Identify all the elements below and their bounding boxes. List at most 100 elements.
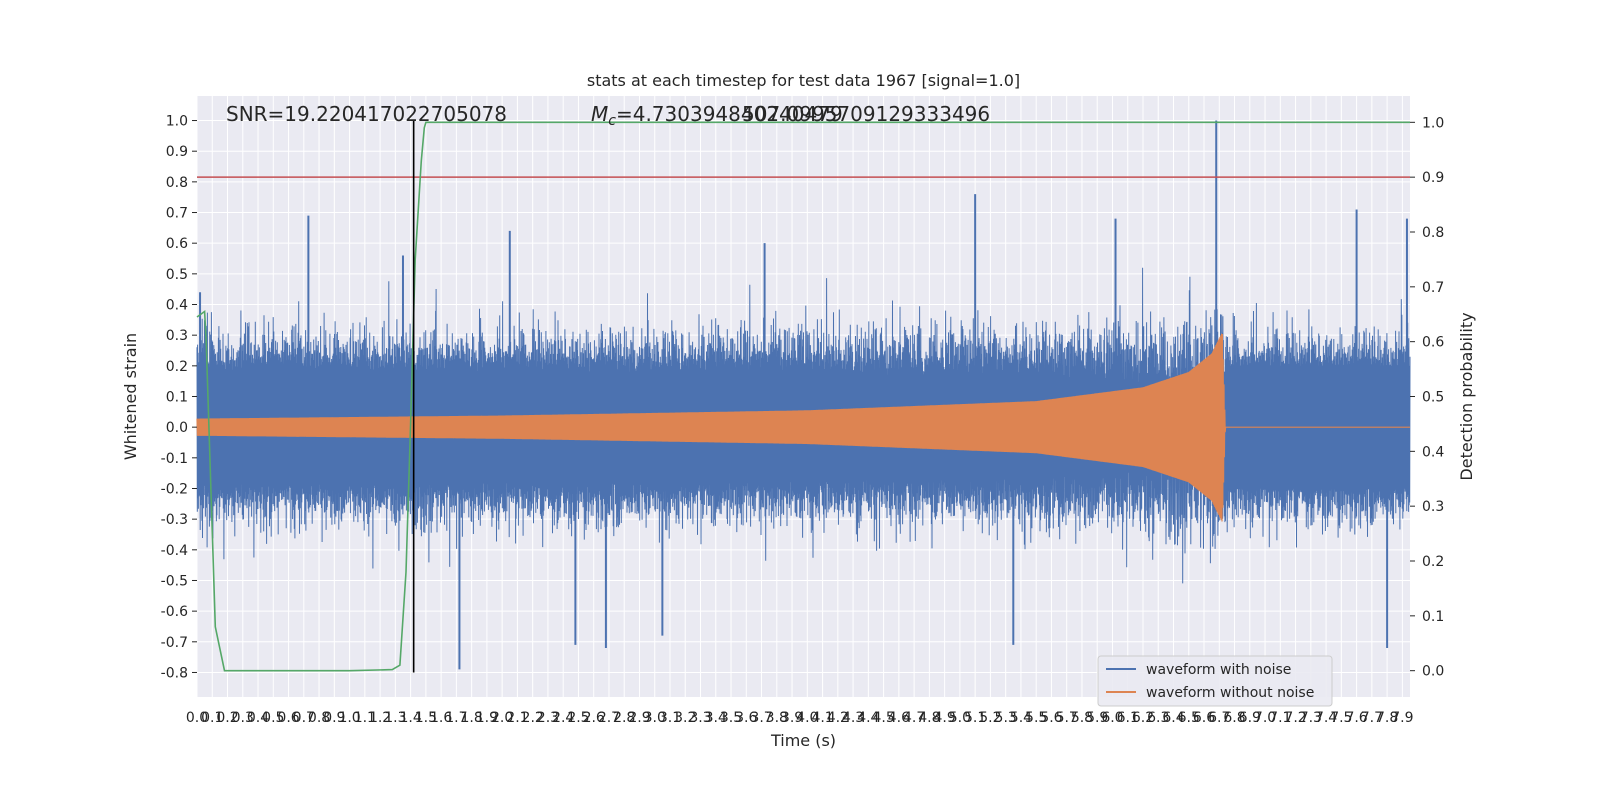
x-tick-label: 0.4 (247, 710, 269, 726)
x-tick-label: 7.8 (1376, 710, 1398, 726)
legend-box (1097, 655, 1333, 707)
y2-tick-label: 0.7 (1422, 280, 1444, 296)
x-tick-label: 6.7 (1208, 710, 1230, 726)
x-tick-label: 1.8 (461, 710, 483, 726)
y-tick-label: -0.5 (161, 573, 188, 589)
x-tick-label: 7.0 (1254, 710, 1276, 726)
y-tick-label: 0.4 (166, 298, 188, 314)
x-tick-label: 7.7 (1361, 710, 1383, 726)
mc-annotation: Mc=4.730394840240479 (591, 102, 843, 129)
x-tick-label: 5.3 (995, 710, 1017, 726)
y-tick-label: 0.5 (166, 267, 188, 283)
y2-tick-label: 0.5 (1422, 390, 1444, 406)
x-tick-label: 7.9 (1391, 710, 1413, 726)
series-layer (196, 120, 1411, 673)
x-tick-label: 5.5 (1025, 710, 1047, 726)
x-tick-label: 2.0 (491, 710, 513, 726)
y-tick-label: -0.4 (161, 543, 188, 559)
x-tick-label: 2.7 (598, 710, 620, 726)
x-tick-label: 1.0 (338, 710, 360, 726)
x-tick-label: 6.8 (1223, 710, 1245, 726)
x-tick-label: 5.0 (949, 710, 971, 726)
mc-overlap-annotation: 507.0995709129333496 (742, 102, 990, 126)
x-tick-label: 3.6 (735, 710, 757, 726)
x-tick-label: 0.5 (262, 710, 284, 726)
y-tick-label: 0.1 (166, 390, 188, 406)
x-tick-label: 0.9 (323, 710, 345, 726)
x-tick-label: 2.8 (613, 710, 635, 726)
x-tick-label: 3.5 (720, 710, 742, 726)
y2-tick-label: 0.1 (1422, 609, 1444, 625)
x-tick-label: 2.4 (552, 710, 574, 726)
y2-tick-label: 0.6 (1422, 335, 1444, 351)
mc-subscript: c (608, 113, 616, 129)
y-axis-label: Whitened strain (121, 333, 140, 460)
y-tick-label: 0.0 (166, 420, 188, 436)
x-tick-label: 1.3 (384, 710, 406, 726)
x-tick-label: 2.6 (583, 710, 605, 726)
x-tick-label: 2.1 (506, 710, 528, 726)
y-tick-label: 0.9 (166, 144, 188, 160)
x-tick-label: 6.0 (1101, 710, 1123, 726)
x-tick-label: 6.9 (1239, 710, 1261, 726)
x-tick-label: 6.6 (1193, 710, 1215, 726)
x-axis-label: Time (s) (770, 731, 836, 750)
x-tick-label: 5.1 (964, 710, 986, 726)
x-tick-label: 0.1 (201, 710, 223, 726)
y2-tick-label: 1.0 (1422, 115, 1444, 131)
x-tick-label: 3.1 (659, 710, 681, 726)
x-tick-label: 0.2 (216, 710, 238, 726)
y2-tick-label: 0.4 (1422, 444, 1444, 460)
x-tick-label: 3.2 (674, 710, 696, 726)
x-tick-label: 7.5 (1330, 710, 1352, 726)
y2-tick-label: 0.9 (1422, 170, 1444, 186)
x-tick-label: 3.3 (689, 710, 711, 726)
x-tick-label: 4.4 (857, 710, 879, 726)
y-tick-label: 0.8 (166, 175, 188, 191)
x-tick-label: 5.8 (1071, 710, 1093, 726)
x-tick-label: 5.7 (1056, 710, 1078, 726)
x-tick-label: 4.3 (842, 710, 864, 726)
y-tick-label: -0.1 (161, 451, 188, 467)
mc-symbol: M (591, 102, 608, 126)
x-tick-label: 0.8 (308, 710, 330, 726)
x-tick-label: 5.4 (1010, 710, 1032, 726)
x-tick-label: 7.1 (1269, 710, 1291, 726)
x-tick-label: 0.3 (232, 710, 254, 726)
x-tick-label: 7.2 (1284, 710, 1306, 726)
x-tick-label: 4.0 (796, 710, 818, 726)
y-tick-label: 1.0 (166, 114, 188, 130)
y2-axis-label: Detection probability (1457, 312, 1476, 480)
x-tick-label: 6.1 (1117, 710, 1139, 726)
x-tick-label: 1.7 (445, 710, 467, 726)
x-tick-label: 4.7 (903, 710, 925, 726)
x-tick-label: 1.4 (399, 710, 421, 726)
chart-title: stats at each timestep for test data 196… (587, 71, 1020, 90)
x-tick-label: 7.3 (1300, 710, 1322, 726)
y-tick-label: -0.2 (161, 481, 188, 497)
y-tick-label: -0.7 (161, 635, 188, 651)
x-tick-label: 3.8 (766, 710, 788, 726)
y-tick-label: 0.3 (166, 328, 188, 344)
x-tick-label: 0.0 (186, 710, 208, 726)
x-tick-label: 2.2 (522, 710, 544, 726)
y-tick-label: 0.6 (166, 236, 188, 252)
x-tick-label: 6.4 (1162, 710, 1184, 726)
x-tick-label: 6.5 (1178, 710, 1200, 726)
x-tick-label: 4.9 (934, 710, 956, 726)
axis-layer: -0.8-0.7-0.6-0.5-0.4-0.3-0.2-0.10.00.10.… (161, 114, 1445, 726)
x-tick-label: 1.9 (476, 710, 498, 726)
legend-label-noise: waveform with noise (1146, 662, 1291, 678)
snr-annotation: SNR=19.220417022705078 (226, 102, 507, 126)
mc-value: =4.730394840240479 (616, 102, 843, 126)
x-tick-label: 2.3 (537, 710, 559, 726)
series-waveform-without-noise (196, 333, 1410, 522)
x-tick-label: 3.9 (781, 710, 803, 726)
x-tick-label: 4.8 (918, 710, 940, 726)
x-tick-label: 4.2 (827, 710, 849, 726)
x-tick-label: 3.0 (644, 710, 666, 726)
y2-tick-label: 0.2 (1422, 554, 1444, 570)
x-tick-label: 0.7 (293, 710, 315, 726)
y2-tick-label: 0.0 (1422, 664, 1444, 680)
